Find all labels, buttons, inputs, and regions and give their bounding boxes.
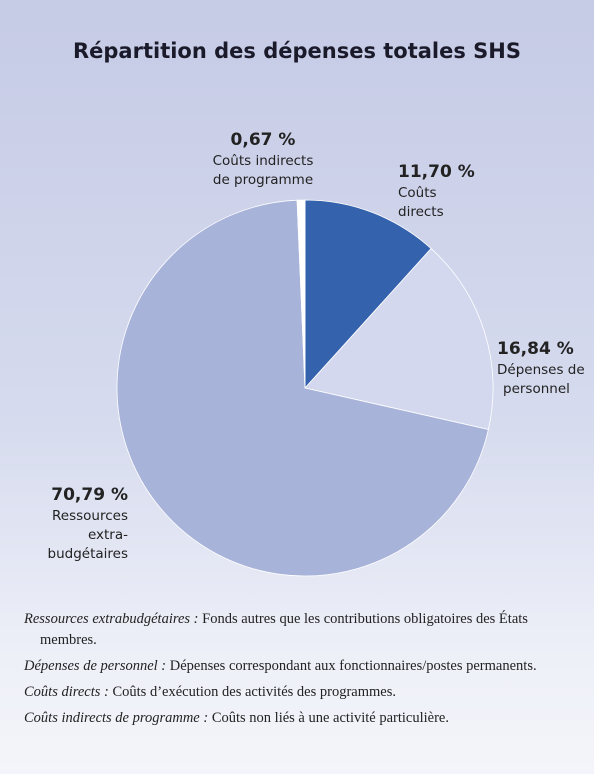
note-text: Dépenses correspondant aux fonctionnaire…: [169, 658, 537, 674]
notes: Ressources extrabudgétaires : Fonds autr…: [24, 609, 572, 734]
note-term: Coûts indirects de programme :: [24, 710, 209, 726]
note-term: Ressources extrabudgétaires :: [24, 611, 199, 627]
category-label: de programme: [213, 172, 313, 188]
category-label: extra-: [88, 527, 128, 543]
note: Coûts indirects de programme : Coûts non…: [24, 708, 572, 729]
note: Ressources extrabudgétaires : Fonds autr…: [24, 609, 572, 651]
value-label: 70,79 %: [51, 485, 128, 505]
note-text: Coûts d’exécution des activités des prog…: [112, 684, 396, 700]
note-term: Coûts directs :: [24, 684, 109, 700]
note-text: Coûts non liés à une activité particuliè…: [211, 710, 449, 726]
note-term: Dépenses de personnel :: [24, 658, 167, 674]
category-label: Ressources: [52, 508, 128, 524]
chart-title: Répartition des dépenses totales SHS: [73, 39, 521, 63]
pie-slice: [304, 199, 432, 390]
note: Coûts directs : Coûts d’exécution des ac…: [24, 682, 572, 703]
category-label: Coûts indirects: [213, 153, 314, 169]
value-label: 16,84 %: [497, 339, 574, 359]
category-label: budgétaires: [48, 546, 128, 562]
category-label: Dépenses de: [497, 362, 585, 378]
category-label: directs: [398, 204, 444, 220]
value-label: 0,67 %: [231, 130, 296, 150]
category-label: Coûts: [398, 185, 437, 201]
value-label: 11,70 %: [398, 162, 475, 182]
pie-slice: [304, 247, 494, 430]
chart: Répartition des dépenses totales SHS 11,…: [48, 39, 585, 577]
pie-slice: [116, 199, 489, 577]
category-label: personnel: [503, 381, 570, 397]
pie-slice: [296, 199, 306, 389]
note-text: Fonds autres que les contributions oblig…: [40, 611, 528, 648]
note: Dépenses de personnel : Dépenses corresp…: [24, 656, 572, 677]
